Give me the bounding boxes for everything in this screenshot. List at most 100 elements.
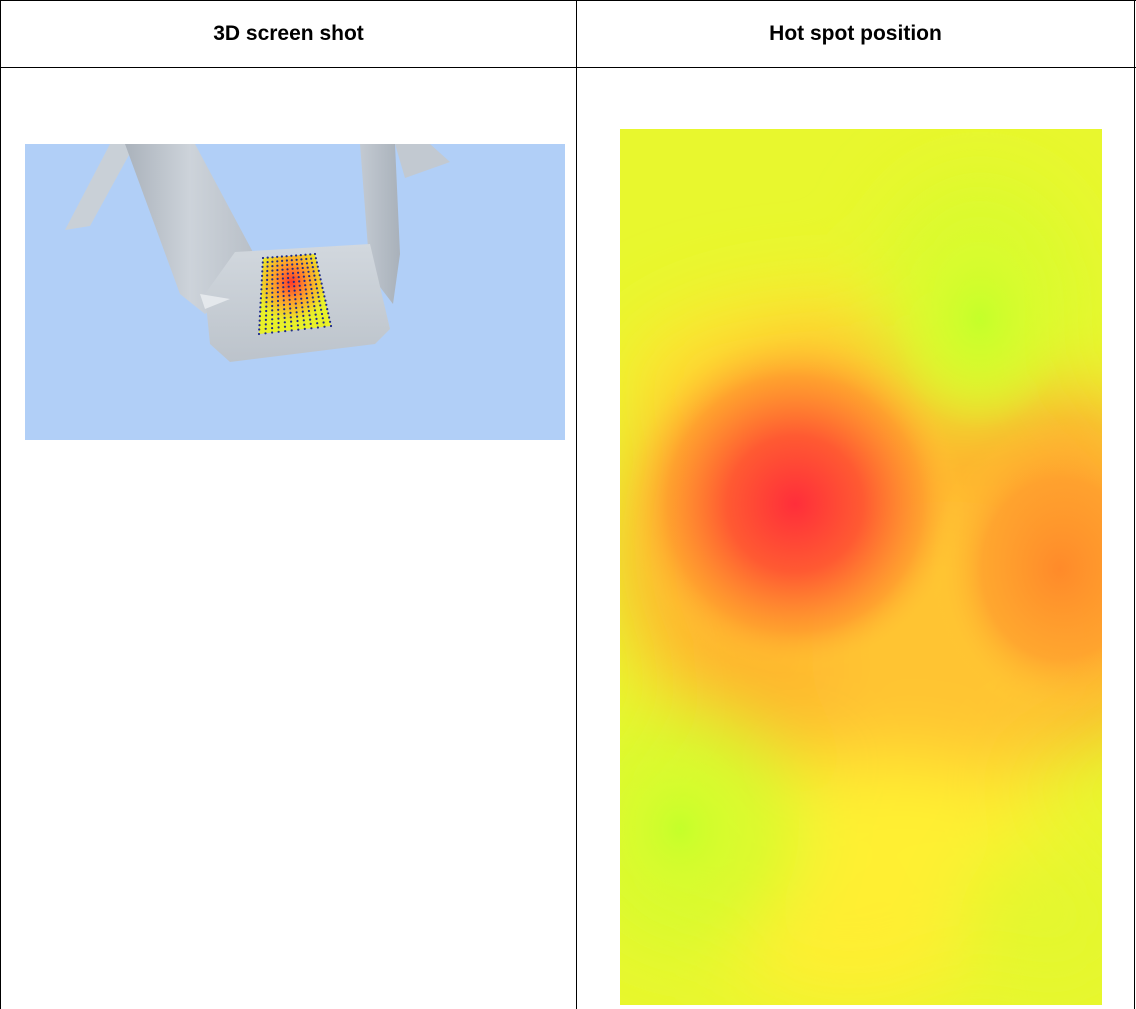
grid-dot [283,316,286,319]
grid-dot [310,261,313,264]
grid-dot [281,277,284,280]
grid-dot [327,312,330,315]
grid-dot [310,257,313,260]
grid-dot [318,274,321,277]
grid-dot [315,287,318,290]
hot-spot-heatmap [620,129,1102,1005]
grid-dot [261,274,264,277]
grid-dot [301,306,304,309]
grid-dot [305,262,309,265]
grid-dot [301,266,304,270]
grid-dot [261,270,264,273]
grid-dot [271,269,274,272]
grid-dot [314,257,317,260]
grid-dot [264,327,267,330]
grid-dot [295,254,298,257]
grid-dot [260,292,263,295]
grid-dot [271,309,274,312]
grid-dot [290,259,293,262]
grid-dot [282,290,285,293]
grid-dot [295,311,298,314]
grid-dot [276,295,280,298]
grid-dot [296,267,299,270]
3d-model-render [65,144,450,362]
grid-dot [312,270,315,273]
grid-dot [277,313,280,316]
grid-dot [308,279,311,282]
grid-dot [282,303,286,306]
grid-dot [286,263,289,266]
grid-dot [265,314,268,317]
grid-dot [305,297,309,300]
grid-dot [266,256,269,259]
grid-dot [300,258,303,261]
grid-dot [257,332,261,336]
grid-dot [299,288,302,292]
grid-dot [304,253,307,256]
grid-dot [293,293,297,296]
grid-dot [271,278,274,281]
grid-dot [271,300,274,303]
grid-dot [283,308,286,311]
grid-dot [265,309,268,313]
grid-dot [283,312,286,315]
grid-dot [299,254,302,257]
grid-dot [309,253,312,256]
grid-dot [266,261,269,264]
grid-dot [276,277,279,280]
grid-dot [288,294,291,297]
grid-dot [314,313,317,316]
grid-dot [294,298,297,301]
grid-dot [277,317,280,320]
grid-dot [282,281,285,284]
grid-dot [303,323,306,326]
grid-dot [292,280,295,283]
grid-dot [276,255,279,258]
right-fin-shape [395,144,450,178]
grid-dot [277,326,280,329]
grid-dot [281,273,284,276]
grid-dot [271,322,274,325]
grid-dot [317,295,320,298]
grid-dot [271,287,274,290]
measurement-grid-dots [257,252,333,336]
column-header-3d-screenshot-label: 3D screen shot [213,21,364,45]
grid-dot [296,263,299,266]
grid-dot [259,297,262,300]
grid-dot [319,278,322,281]
grid-dot [324,299,327,302]
grid-dot [276,291,279,294]
grid-dot [311,296,314,299]
grid-dot [303,279,306,282]
grid-dot [301,310,304,313]
3d-screenshot-image [25,144,565,440]
grid-dot [329,324,333,328]
grid-dot [310,287,313,291]
grid-dot [295,306,298,309]
grid-dot [328,316,331,319]
grid-dot [297,271,300,274]
grid-dot [276,264,279,267]
grid-dot [303,327,306,330]
grid-dot [287,290,291,293]
grid-dot [282,299,285,302]
grid-dot [286,268,289,271]
grid-dot [298,284,301,287]
grid-dot [260,279,263,282]
grid-dot [293,285,296,288]
grid-dot [307,309,310,313]
grid-dot [265,287,268,290]
grid-dot [323,295,326,298]
grid-dot [310,327,313,330]
grid-dot [306,301,309,304]
grid-dot [326,308,329,311]
cool-region-top [890,209,1070,429]
grid-dot [258,315,261,318]
grid-dot [317,269,320,272]
grid-dot [316,291,319,294]
grid-dot [258,324,261,327]
grid-dot [281,259,284,262]
grid-dot [309,318,312,321]
secondary-hot-spot [930,419,1102,719]
grid-dot [276,260,279,263]
